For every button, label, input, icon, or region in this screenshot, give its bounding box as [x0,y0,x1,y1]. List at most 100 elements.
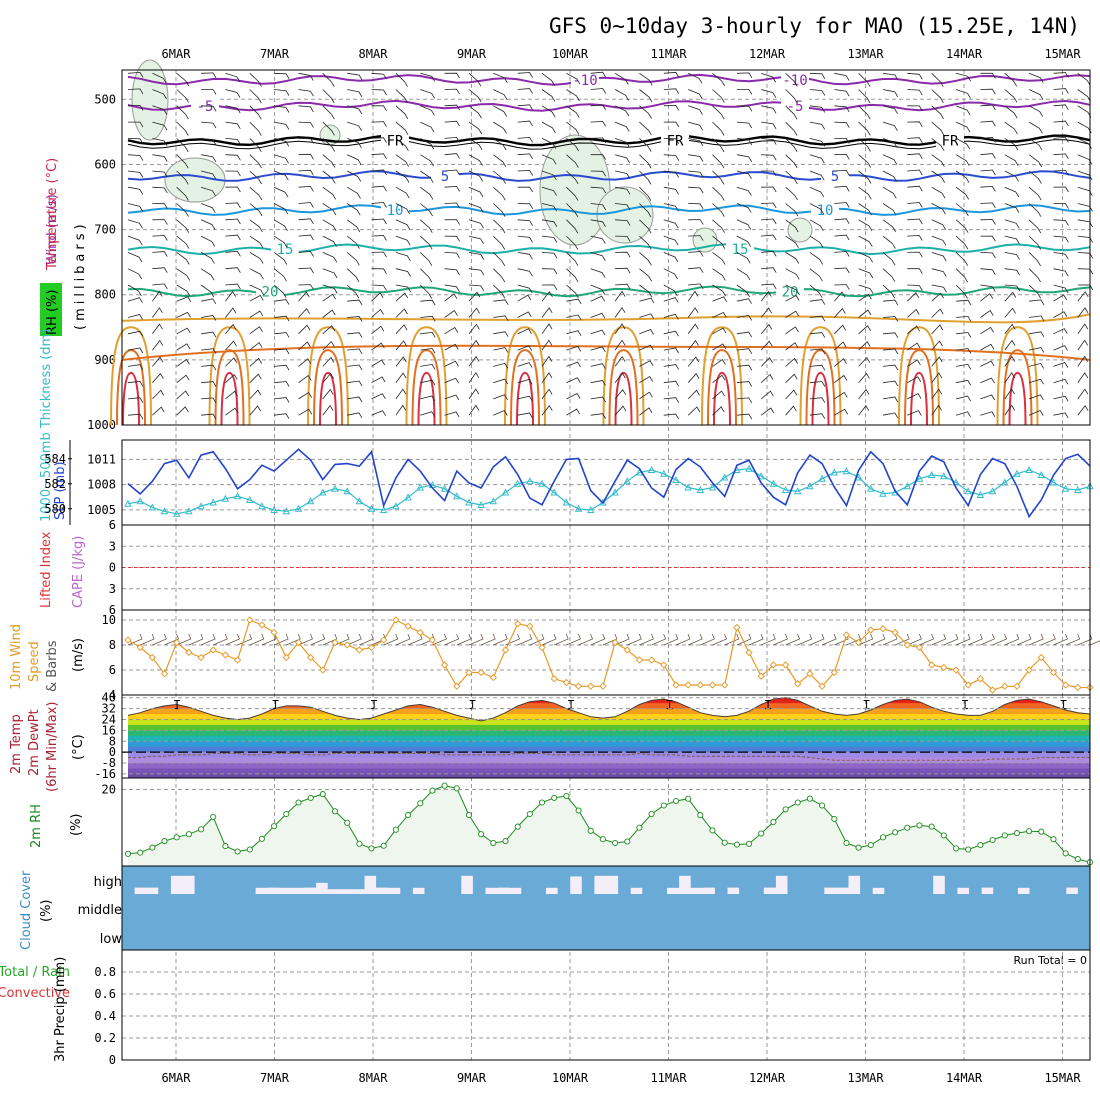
wind10-barb [590,633,606,646]
wind-barb [736,252,751,264]
wind-barb [614,89,629,101]
wind-barb [1077,355,1089,367]
wind-barb [322,356,335,367]
wind-barb [785,389,798,400]
wind-barb [712,296,728,303]
wind-barb [931,235,947,246]
wind-barb [541,121,556,134]
wind-barb [809,413,826,419]
wind-barb [615,203,631,211]
wind-barb [468,372,480,383]
wind-barb [298,375,312,384]
wind-barb [249,357,263,367]
wind-barb [760,307,772,318]
wind-barb [858,186,872,200]
wind-barb [931,219,947,230]
wind-barb [785,219,799,233]
boundary-layer-contour [707,349,737,426]
wind-barb [371,284,387,291]
wind-barb [249,252,264,264]
wind-speed-point [952,666,960,674]
wind-barb [590,137,607,144]
contour-label-bg [781,96,809,113]
wind10-label-a: 10m Wind [9,624,24,690]
thickness-point [781,486,790,493]
wind-barb [493,138,507,151]
wind-speed-point [270,628,278,637]
thickness-panel-labels: 1000~500mb Thickness (dm) SLP (mb) [39,329,68,522]
wind-barb [712,268,726,281]
date-label-bottom: 9MAR [457,1071,487,1085]
wind-barb [176,121,189,136]
date-label-bottom: 7MAR [260,1071,290,1085]
wind10-barb [870,633,886,646]
slp-label: SLP (mb) [53,461,68,520]
wind10-barb [602,633,618,646]
cloud-high-bar [351,866,365,890]
wind-barb [420,347,436,354]
wind-barb [566,235,579,250]
wind-barb [590,203,607,211]
wind10-barb [541,633,557,646]
wind-tick-label: 6 [109,663,116,677]
wind-barb [517,252,533,260]
wind-barb [1028,409,1044,416]
wind-barb [517,219,533,226]
cloud-high-bar [388,866,401,888]
wind-barb [882,332,899,339]
wind-barb [1028,219,1042,234]
wind-barb [566,392,581,400]
wind-barb [834,185,850,192]
rh-point [843,839,850,847]
wind-barb [493,409,508,416]
temp-tick-label: -16 [94,767,116,781]
wind-barb [736,72,753,79]
wind-barb [566,170,579,185]
wind-barb [882,203,897,216]
wind-barb [371,89,387,96]
wind-barb [420,379,436,386]
rh-point [161,838,168,845]
wind-barb [468,154,483,166]
cloud-low-label: low [100,932,123,947]
wind-barb [517,153,533,160]
wind-barb [225,357,238,367]
wind10-barb [627,633,642,646]
cloud-high-bar [702,866,716,888]
wind-barb [590,252,606,261]
temp-band [128,757,1090,764]
wind-barb [614,339,626,351]
wind-barb [712,89,725,103]
wind-barb [834,138,850,144]
wind-barb [736,348,753,354]
precip-tick-label: 0 [109,1053,116,1067]
wind-speed-point [343,641,351,649]
wind-barb [395,252,411,262]
rh-point [526,810,533,818]
wind-barb [760,407,775,416]
wind-barb [834,89,850,97]
wind-barb [566,314,582,321]
wind-barb [688,138,704,147]
wind-barb [566,89,580,102]
rh-point [624,838,631,845]
wind-barb [931,284,947,293]
wind-barb [931,170,946,183]
wind-barb [980,310,994,318]
wind10-barb [943,633,959,646]
wind-barb [614,138,630,148]
wind10-barbs [127,633,1100,646]
wind-barb [785,186,798,201]
wind10-barb [1041,633,1056,646]
wind-barb [346,203,361,216]
cloud-high-bar [799,866,813,894]
wind-barb [468,284,485,292]
temp-minmax-bar [863,699,870,710]
wind-barb [614,372,626,383]
wind-barb [785,373,798,383]
wind-barb [1028,268,1041,283]
wind-barb [493,170,506,184]
wind-barb [541,388,553,400]
wind-barb [882,186,897,199]
wind-speed-point [599,682,607,690]
